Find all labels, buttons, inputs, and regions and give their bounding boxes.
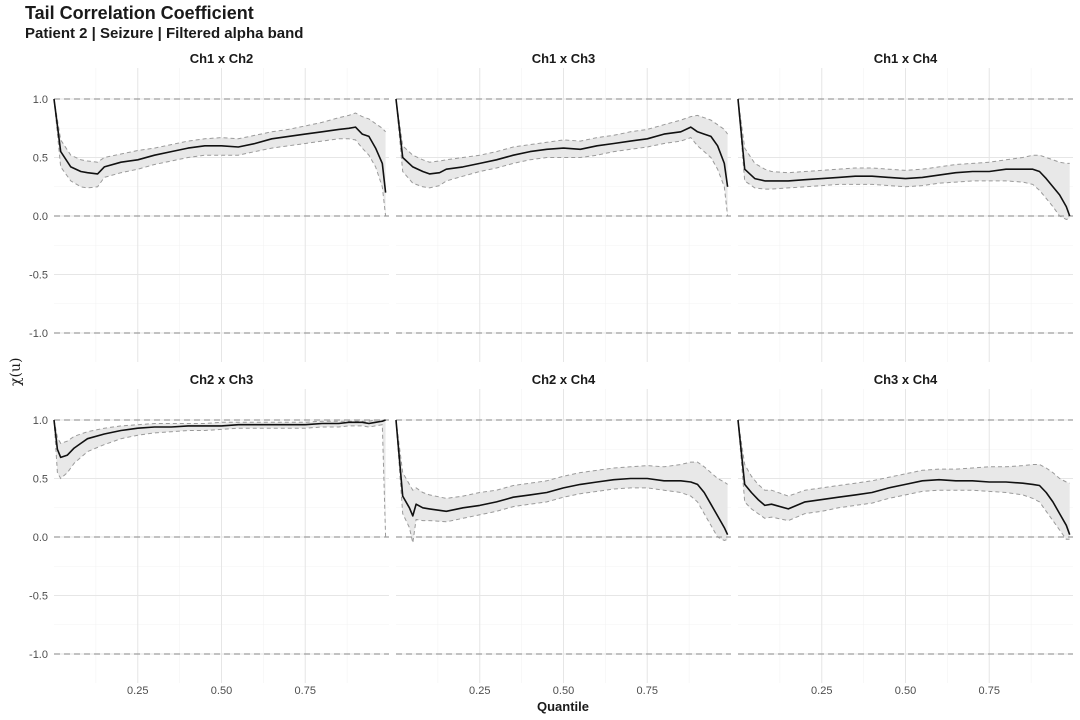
upper-bound-line [53,419,386,445]
estimate-line [395,98,729,187]
y-tick-label: 0.5 [33,153,48,165]
estimate-line [737,419,1071,535]
y-tick-label: 0.0 [33,532,48,544]
y-tick-label: -0.5 [29,270,48,282]
x-tick-label: 0.25 [811,685,832,697]
y-tick-label: 1.0 [33,415,48,427]
lower-bound-line [737,98,1070,221]
y-tick-label: 0.5 [33,474,48,486]
estimate-line [53,98,387,193]
panel-strip-label: Ch1 x Ch4 [874,51,938,66]
y-tick-label: 0.0 [33,211,48,223]
chart-subtitle: Patient 2 | Seizure | Filtered alpha ban… [25,25,304,42]
confidence-ribbon [396,99,728,216]
panel-4: Ch2 x Ch3 1.0 0.5 0.0 -0.5 -1.0 0.25 0.50 0.75 [29,372,389,697]
y-tick-label: -1.0 [29,328,48,340]
panel-strip-label: Ch2 x Ch4 [532,372,596,387]
x-tick-label: 0.50 [553,685,574,697]
confidence-ribbon [54,99,386,216]
confidence-ribbon [738,420,1070,540]
upper-bound-line [395,419,728,499]
lower-bound-line [395,419,728,544]
confidence-ribbon [396,420,728,543]
confidence-ribbon [738,99,1070,220]
x-tick-label: 0.75 [637,685,658,697]
panel-5: Ch2 x Ch4 0.25 0.50 0.75 [395,372,731,697]
y-tick-label: 1.0 [33,94,48,106]
lower-bound-line [737,419,1070,540]
estimate-line [737,98,1071,217]
upper-bound-line [395,98,729,163]
panel-strip-label: Ch1 x Ch2 [190,51,254,66]
lower-bound-line [395,98,729,217]
x-tick-label: 0.25 [127,685,148,697]
panel-strip-label: Ch2 x Ch3 [190,372,254,387]
panel-3: Ch1 x Ch4 [737,51,1073,362]
y-tick-label: -0.5 [29,591,48,603]
x-tick-label: 0.25 [469,685,490,697]
estimate-line [53,419,386,459]
chart-title: Tail Correlation Coefficient [25,3,254,23]
panel-strip-label: Ch1 x Ch3 [532,51,596,66]
panel-1: Ch1 x Ch2 1.0 0.5 0.0 -0.5 -1.0 [29,51,389,362]
panel-strip-label: Ch3 x Ch4 [874,372,938,387]
x-tick-label: 0.75 [295,685,316,697]
x-tick-label: 0.50 [211,685,232,697]
upper-bound-line [737,98,1070,174]
panel-6: Ch3 x Ch4 0.25 0.50 0.75 [737,372,1073,697]
x-tick-label: 0.50 [895,685,916,697]
lower-bound-line [53,98,387,217]
upper-bound-line [737,419,1070,497]
y-tick-label: -1.0 [29,649,48,661]
panel-2: Ch1 x Ch3 [395,51,731,362]
estimate-line [395,419,729,536]
x-axis-label: Quantile [536,699,589,714]
x-tick-label: 0.75 [979,685,1000,697]
lower-bound-line [53,419,387,538]
